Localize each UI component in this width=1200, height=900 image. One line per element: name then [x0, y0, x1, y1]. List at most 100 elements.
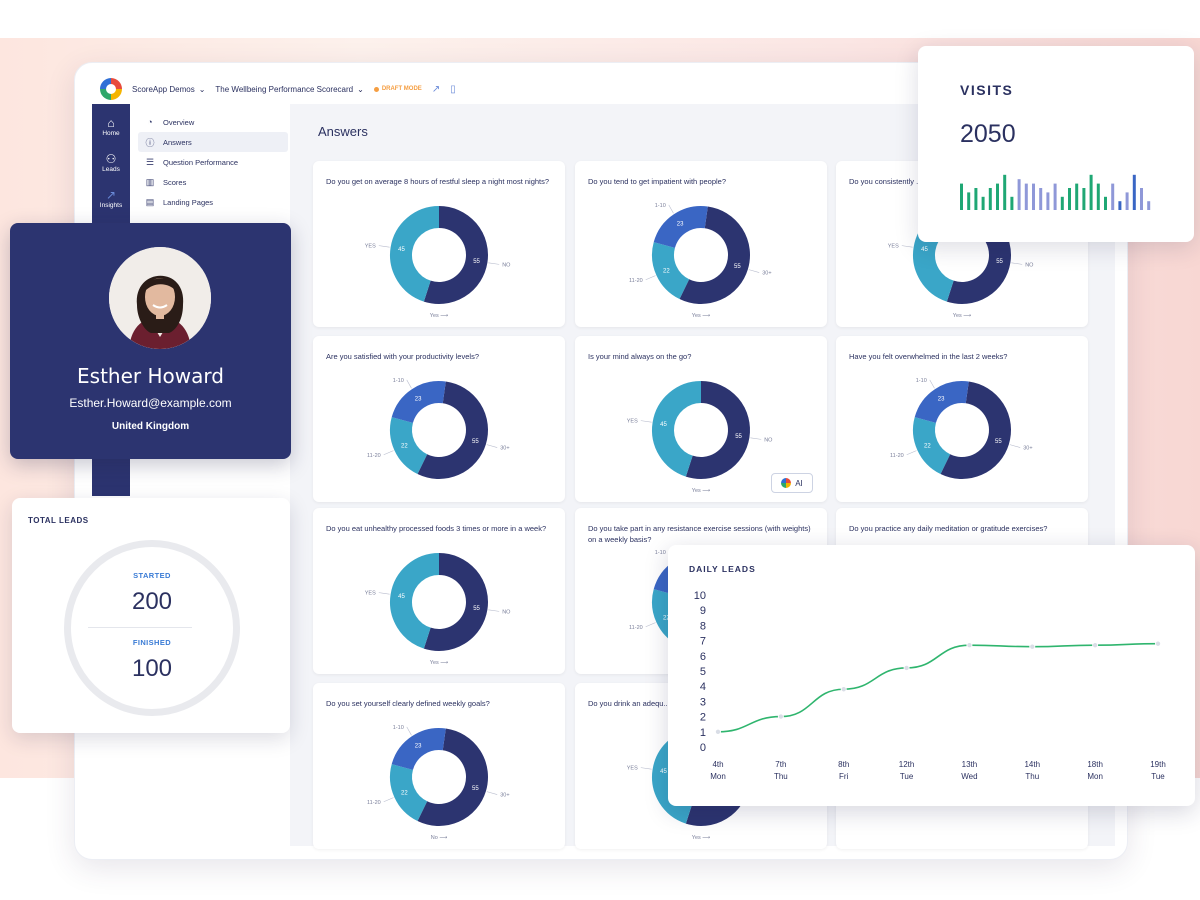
visits-bar: [967, 192, 971, 210]
y-tick-label: 2: [700, 712, 706, 724]
visits-bar: [996, 183, 999, 210]
y-tick-label: 1: [700, 727, 706, 739]
answer-donut-chart: 55 30+ 22 11-20 23 1-10 No ⟶: [367, 725, 510, 841]
x-tick-label: 8th: [838, 760, 849, 769]
question-text: Do you consistently ... heart rate?: [849, 177, 961, 186]
donut-segment: [391, 728, 446, 771]
submenu-item-answers[interactable]: ⓘ Answers: [138, 132, 288, 152]
leader-line: [406, 726, 412, 736]
data-point: [1029, 643, 1036, 650]
segment-category-label: 1-10: [655, 550, 666, 556]
nav-item-home[interactable]: ⌂ Home: [92, 116, 130, 137]
answer-donut-chart: 55 30+ 22 11-20 23 1-10: [890, 378, 1033, 479]
x-tick-label: 14th: [1024, 760, 1040, 769]
external-link-icon[interactable]: ↗: [431, 83, 441, 95]
y-tick-label: 8: [700, 620, 706, 632]
chart-icon: ↗: [105, 188, 117, 202]
lead-email: Esther.Howard@example.com: [69, 396, 232, 410]
status-dot: [373, 86, 379, 92]
question-text: Do you take part in any resistance exerc…: [588, 524, 811, 544]
question-text: Are you satisfied with your productivity…: [326, 352, 479, 361]
segment-category-label: NO: [764, 437, 773, 443]
visits-bar: [1017, 179, 1021, 210]
visits-bar: [1104, 196, 1107, 210]
x-tick-weekday-label: Thu: [1025, 772, 1039, 781]
leader-line: [901, 245, 913, 248]
segment-category-label: 11-20: [367, 800, 381, 806]
nav-item-label: Home: [102, 130, 120, 137]
leader-line: [383, 450, 394, 456]
leader-line: [645, 275, 656, 281]
segment-category-label: YES: [365, 244, 376, 250]
segment-value-label: 45: [398, 247, 405, 253]
leader-line: [750, 437, 762, 440]
visits-bar: [1111, 183, 1115, 210]
leader-line: [668, 204, 674, 214]
y-tick-label: 3: [700, 696, 706, 708]
donut-segment: [423, 553, 488, 651]
donut-segment: [940, 381, 1011, 479]
x-tick-weekday-label: Tue: [1151, 772, 1165, 781]
leader-line: [488, 609, 500, 612]
answer-card[interactable]: Do you tend to get impatient with people…: [575, 161, 827, 327]
leader-line: [488, 262, 500, 265]
answer-card[interactable]: Do you eat unhealthy processed foods 3 t…: [313, 508, 565, 674]
submenu-label: Scores: [163, 177, 187, 187]
x-tick-weekday-label: Fri: [839, 772, 849, 781]
segment-value-label: 22: [663, 269, 670, 275]
nav-item-insights[interactable]: ↗ Insights: [92, 188, 130, 209]
question-text: Do you set yourself clearly defined week…: [326, 699, 490, 708]
x-tick-weekday-label: Tue: [900, 772, 914, 781]
segment-category-label: 30+: [762, 271, 771, 277]
total-leads-title: TOTAL LEADS: [28, 516, 89, 525]
visits-bar: [1068, 188, 1071, 210]
leader-line: [640, 767, 652, 770]
scorecard-dropdown[interactable]: The Wellbeing Performance Scorecard ⌄: [215, 85, 363, 94]
page-title: Answers: [318, 124, 368, 139]
y-tick-label: 6: [700, 651, 706, 663]
answer-donut-chart: 55 30+ 22 11-20 23 1-10: [367, 378, 510, 479]
question-text: Do you drink an adequ... glasses)?: [588, 699, 704, 708]
workspace-label: ScoreApp Demos: [132, 84, 195, 94]
x-tick-weekday-label: Mon: [1087, 772, 1103, 781]
submenu-item-question-performance[interactable]: ☰ Question Performance: [138, 152, 288, 172]
footer-label: Yes ⟶: [692, 313, 712, 319]
leader-line: [645, 622, 656, 628]
visits-bar: [1053, 183, 1057, 210]
nav-item-leads[interactable]: ⚇ Leads: [92, 152, 130, 173]
donut-segment: [417, 728, 488, 826]
data-point: [1154, 640, 1161, 647]
question-text: Is your mind always on the go?: [588, 352, 692, 361]
submenu-item-landing-pages[interactable]: ▤ Landing Pages: [138, 192, 288, 212]
answer-card[interactable]: Are you satisfied with your productivity…: [313, 336, 565, 502]
segment-category-label: NO: [1025, 262, 1034, 268]
clipboard-icon[interactable]: ▯: [450, 83, 456, 95]
data-point: [715, 728, 722, 735]
status-label: DRAFT MODE: [381, 86, 422, 92]
submenu-label: Landing Pages: [163, 197, 214, 207]
answer-card[interactable]: Do you get on average 8 hours of restful…: [313, 161, 565, 327]
question-text: Do you practice any daily meditation or …: [849, 524, 1048, 533]
segment-value-label: 45: [660, 422, 667, 428]
submenu-item-overview[interactable]: ◔ Overview: [138, 112, 288, 132]
data-point: [840, 686, 847, 693]
segment-value-label: 45: [660, 769, 667, 775]
answer-card[interactable]: Do you set yourself clearly defined week…: [313, 683, 565, 849]
ai-button[interactable]: AI: [771, 473, 813, 493]
answer-card[interactable]: Have you felt overwhelmed in the last 2 …: [836, 336, 1088, 502]
workspace-dropdown[interactable]: ScoreApp Demos ⌄: [132, 85, 205, 94]
segment-value-label: 45: [921, 247, 928, 253]
donut-segment: [685, 381, 750, 479]
submenu-item-scores[interactable]: ▥ Scores: [138, 172, 288, 192]
lead-name: Esther Howard: [77, 364, 224, 388]
scoreapp-logo-icon[interactable]: [100, 78, 122, 100]
donut-segment: [417, 381, 488, 479]
visits-bar: [1140, 188, 1143, 210]
y-tick-label: 4: [700, 681, 706, 693]
total-leads-ring: [64, 540, 240, 716]
answer-donut-chart: 55 30+ 22 11-20 23 1-10 Yes ⟶: [629, 203, 772, 319]
leader-line: [906, 450, 917, 456]
segment-category-label: 1-10: [655, 203, 666, 209]
visits-bar: [974, 188, 978, 210]
chevron-down-icon: ⌄: [357, 84, 364, 94]
